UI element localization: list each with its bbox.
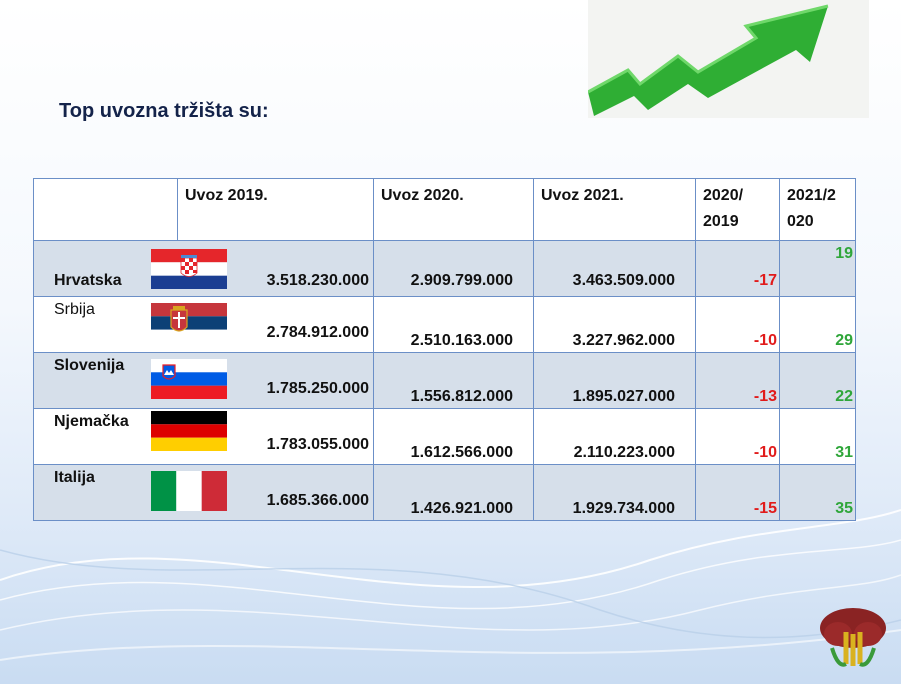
country-cell: Njemačka 1.783.055.000 <box>33 408 374 465</box>
value-2020-cell: 2.909.799.000 <box>373 240 534 297</box>
table-row: Njemačka 1.783.055.000 1.612.566.000 2.1… <box>33 408 856 465</box>
table-row: Slovenija 1.785.250.000 1.556.812.000 1.… <box>33 352 856 409</box>
import-markets-table: Uvoz 2019. Uvoz 2020. Uvoz 2021. 2020/ 2… <box>33 178 856 521</box>
country-name: Hrvatska <box>54 272 122 289</box>
croatia-flag-icon <box>151 249 227 289</box>
change-2021-cell: 35 <box>779 464 856 521</box>
value-2019: 1.685.366.000 <box>266 492 369 509</box>
table-row: Italija 1.685.366.000 1.426.921.000 1.92… <box>33 464 856 521</box>
country-cell: Slovenija 1.785.250.000 <box>33 352 374 409</box>
value-2021: 3.227.962.000 <box>572 332 675 349</box>
value-2021-cell: 3.227.962.000 <box>533 296 696 353</box>
value-2021-cell: 1.895.027.000 <box>533 352 696 409</box>
header-country <box>33 178 178 241</box>
change-2020: -10 <box>753 444 777 461</box>
header-2021: Uvoz 2021. <box>533 178 696 241</box>
germany-flag-icon <box>151 411 227 451</box>
value-2020: 2.909.799.000 <box>410 272 513 289</box>
change-2021: 19 <box>835 245 853 262</box>
value-2021: 3.463.509.000 <box>572 272 675 289</box>
country-cell: Italija 1.685.366.000 <box>33 464 374 521</box>
value-2020-cell: 1.612.566.000 <box>373 408 534 465</box>
country-name: Slovenija <box>54 357 125 374</box>
value-2021: 1.895.027.000 <box>572 388 675 405</box>
change-2020-cell: -10 <box>695 408 780 465</box>
slovenia-flag-icon <box>151 359 227 399</box>
organization-logo-icon <box>820 608 886 667</box>
value-2020-cell: 1.556.812.000 <box>373 352 534 409</box>
change-2021-cell: 31 <box>779 408 856 465</box>
value-2020-cell: 1.426.921.000 <box>373 464 534 521</box>
slide-title: Top uvozna tržišta su: <box>59 100 269 122</box>
header-change-2020: 2020/ 2019 <box>695 178 780 241</box>
value-2020: 1.426.921.000 <box>410 500 513 517</box>
value-2021: 2.110.223.000 <box>573 444 675 461</box>
change-2020-cell: -17 <box>695 240 780 297</box>
value-2020: 1.612.566.000 <box>410 444 513 461</box>
value-2019: 1.783.055.000 <box>266 436 369 453</box>
country-cell: Hrvatska 3.518.230.000 <box>33 240 374 297</box>
serbia-flag-icon <box>151 303 227 343</box>
change-2020: -10 <box>753 332 777 349</box>
country-cell: Srbija 2.784.912.000 <box>33 296 374 353</box>
change-2021: 22 <box>835 388 853 405</box>
background-waves <box>0 509 901 661</box>
value-2020-cell: 2.510.163.000 <box>373 296 534 353</box>
table-header-row: Uvoz 2019. Uvoz 2020. Uvoz 2021. 2020/ 2… <box>33 178 856 241</box>
change-2020: -17 <box>753 272 777 289</box>
change-2020: -15 <box>753 500 777 517</box>
value-2021-cell: 3.463.509.000 <box>533 240 696 297</box>
country-name: Njemačka <box>54 413 129 430</box>
header-2019: Uvoz 2019. <box>177 178 374 241</box>
value-2021: 1.929.734.000 <box>572 500 675 517</box>
change-2020-cell: -15 <box>695 464 780 521</box>
value-2020: 1.556.812.000 <box>410 388 513 405</box>
italy-flag-icon <box>151 471 227 511</box>
change-2020-cell: -10 <box>695 296 780 353</box>
value-2020: 2.510.163.000 <box>410 332 513 349</box>
country-name: Italija <box>54 469 95 486</box>
value-2019: 1.785.250.000 <box>266 380 369 397</box>
change-2021-cell: 19 <box>779 240 856 297</box>
change-2021: 35 <box>835 500 853 517</box>
change-2020-cell: -13 <box>695 352 780 409</box>
header-2020: Uvoz 2020. <box>373 178 534 241</box>
header-change-2021: 2021/2 020 <box>779 178 856 241</box>
change-2021: 29 <box>835 332 853 349</box>
table-row: Srbija 2.784.912.000 2.510.163.000 3.227… <box>33 296 856 353</box>
rising-arrow-graphic <box>588 0 869 118</box>
value-2021-cell: 2.110.223.000 <box>533 408 696 465</box>
growth-arrow-icon <box>588 4 829 116</box>
value-2019: 2.784.912.000 <box>266 324 369 341</box>
value-2021-cell: 1.929.734.000 <box>533 464 696 521</box>
change-2020: -13 <box>753 388 777 405</box>
change-2021: 31 <box>835 444 853 461</box>
value-2019: 3.518.230.000 <box>266 272 369 289</box>
change-2021-cell: 29 <box>779 296 856 353</box>
country-name: Srbija <box>54 301 95 318</box>
table-row: Hrvatska 3.518.230.000 2.909.799.000 3.4… <box>33 240 856 297</box>
change-2021-cell: 22 <box>779 352 856 409</box>
